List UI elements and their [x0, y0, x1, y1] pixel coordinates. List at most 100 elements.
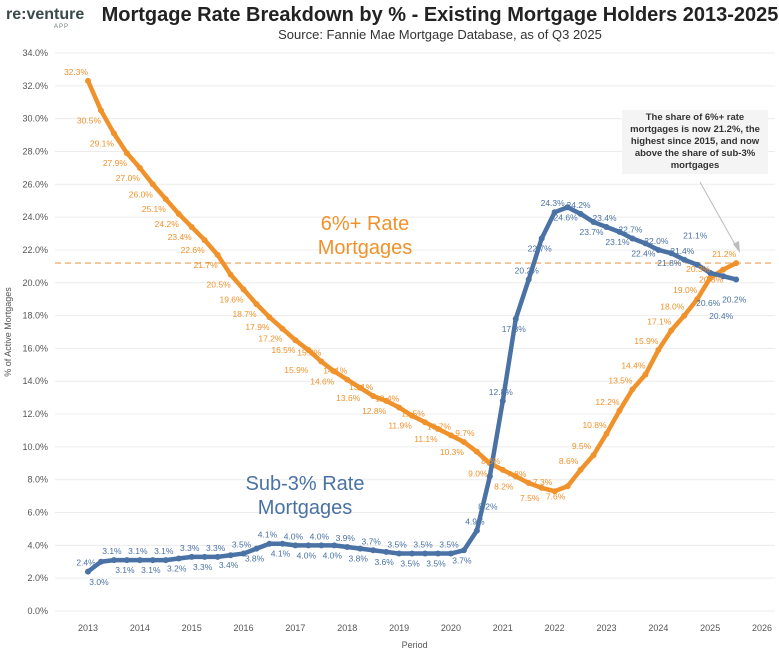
data-label: 13.1%	[349, 382, 374, 392]
data-label: 20.2%	[515, 265, 540, 275]
data-point	[655, 246, 662, 253]
series-label-sub3-2: Mortgages	[258, 497, 353, 519]
data-point	[123, 557, 130, 564]
data-label: 13.6%	[336, 393, 361, 403]
data-label: 15.2%	[297, 348, 322, 358]
data-label: 3.8%	[245, 554, 265, 564]
data-label: 24.2%	[155, 219, 180, 229]
data-label: 15.9%	[284, 365, 309, 375]
data-point	[214, 553, 221, 560]
data-label: 3.8%	[349, 554, 369, 564]
data-label: 3.5%	[400, 559, 420, 569]
data-label: 3.1%	[128, 546, 148, 556]
data-point	[396, 550, 403, 557]
data-point	[473, 527, 480, 534]
data-point	[538, 235, 545, 242]
data-point	[240, 550, 247, 557]
data-label: 17.9%	[245, 322, 270, 332]
data-label: 14.4%	[621, 361, 646, 371]
data-label: 17.8%	[502, 324, 527, 334]
data-label: 3.2%	[167, 563, 187, 573]
data-label: 4.0%	[284, 531, 304, 541]
data-label: 23.1%	[605, 237, 630, 247]
x-tick-label: 2016	[234, 623, 254, 633]
x-tick-label: 2024	[648, 623, 668, 633]
data-point	[292, 542, 299, 549]
data-point	[538, 484, 545, 491]
data-label: 27.9%	[103, 158, 128, 168]
data-point	[642, 371, 649, 378]
data-label: 13.5%	[608, 375, 633, 385]
data-label: 9.5%	[572, 441, 592, 451]
data-point	[681, 256, 688, 263]
x-tick-label: 2026	[752, 623, 772, 633]
data-point	[473, 448, 480, 455]
data-label: 7.3%	[533, 477, 553, 487]
data-point	[512, 473, 519, 480]
data-label: 21.8%	[657, 258, 682, 268]
data-point	[409, 550, 416, 557]
x-tick-label: 2019	[389, 623, 409, 633]
data-point	[331, 542, 338, 549]
data-point	[681, 312, 688, 319]
data-point	[720, 266, 727, 273]
annotation-box: The share of 6%+ rate mortgages is now 2…	[622, 110, 768, 174]
data-label: 21.2%	[712, 249, 737, 259]
data-point	[331, 368, 338, 375]
y-tick-label: 16.0%	[22, 343, 48, 353]
y-tick-label: 12.0%	[22, 409, 48, 419]
y-tick-label: 20.0%	[22, 278, 48, 288]
data-label: 20.6%	[696, 298, 721, 308]
data-point	[253, 301, 260, 308]
data-point	[279, 325, 286, 332]
data-point	[201, 237, 208, 244]
data-label: 22.4%	[631, 248, 656, 258]
series-label-6pct-2: Mortgages	[318, 237, 413, 259]
data-point	[85, 77, 91, 84]
data-point	[564, 204, 571, 211]
data-point	[383, 397, 390, 404]
data-label: 11.5%	[401, 408, 425, 418]
data-label: 26.0%	[129, 189, 154, 199]
data-label: 3.3%	[180, 543, 200, 553]
data-label: 3.0%	[89, 577, 109, 587]
series-label-sub3: Sub-3% Rate	[246, 473, 365, 495]
data-point	[525, 479, 532, 486]
y-tick-label: 26.0%	[22, 179, 48, 189]
data-label: 10.8%	[582, 420, 607, 430]
y-tick-label: 14.0%	[22, 376, 48, 386]
data-label: 24.3%	[541, 198, 566, 208]
data-point	[97, 107, 104, 114]
y-tick-label: 30.0%	[22, 114, 48, 124]
data-point	[447, 550, 454, 557]
data-point	[616, 228, 623, 235]
y-tick-label: 10.0%	[22, 442, 48, 452]
data-label: 9.0%	[468, 468, 488, 478]
data-point	[370, 393, 377, 400]
data-label: 16.5%	[271, 345, 296, 355]
data-point	[707, 274, 714, 281]
data-point	[499, 397, 506, 404]
data-point	[655, 347, 662, 354]
data-label: 3.5%	[439, 540, 459, 550]
data-point	[85, 568, 91, 575]
data-point	[409, 412, 416, 419]
data-point	[175, 210, 182, 217]
data-label: 21.7%	[194, 260, 219, 270]
data-point	[396, 404, 403, 411]
data-point	[292, 337, 299, 344]
data-label: 4.1%	[258, 530, 278, 540]
data-label: 19.0%	[673, 285, 698, 295]
data-label: 20.5%	[207, 280, 232, 290]
x-tick-label: 2017	[285, 623, 305, 633]
data-label: 4.1%	[271, 549, 291, 559]
data-point	[434, 425, 441, 432]
data-label: 7.8%	[507, 469, 527, 479]
logo-sub: APP	[54, 24, 70, 30]
data-label: 12.4%	[375, 393, 400, 403]
data-point	[434, 550, 441, 557]
data-point	[629, 235, 636, 242]
y-tick-label: 22.0%	[22, 245, 48, 255]
data-label: 8.2%	[494, 481, 514, 491]
